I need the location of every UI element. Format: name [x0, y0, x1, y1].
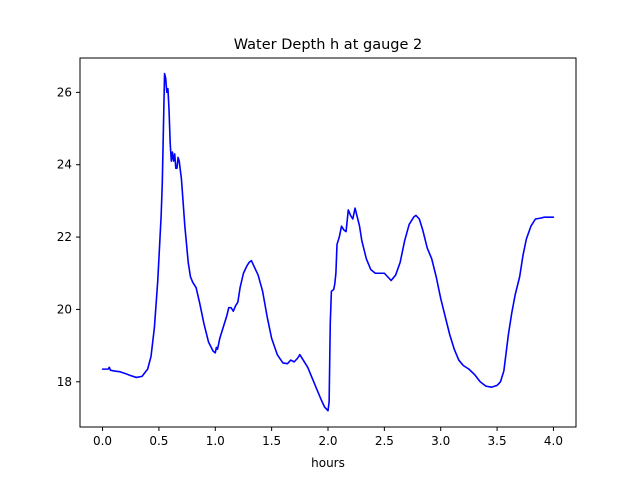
- plot-area: [101, 72, 555, 412]
- x-tick-label: 3.0: [431, 434, 450, 448]
- y-tick-label: 20: [57, 302, 72, 316]
- x-tick-label: 4.0: [544, 434, 563, 448]
- y-axis-ticks: 18 20 22 24 26: [57, 85, 80, 389]
- x-tick-label: 0.5: [149, 434, 168, 448]
- x-tick-label: 1.0: [206, 434, 225, 448]
- y-tick-label: 18: [57, 375, 72, 389]
- y-tick-label: 26: [57, 85, 72, 99]
- x-tick-label: 1.5: [262, 434, 281, 448]
- series-line-0: [101, 72, 555, 412]
- x-tick-label: 3.5: [488, 434, 507, 448]
- x-tick-label: 2.5: [375, 434, 394, 448]
- chart-title: Water Depth h at gauge 2: [234, 37, 422, 53]
- y-tick-label: 24: [57, 158, 72, 172]
- x-tick-label: 2.0: [318, 434, 337, 448]
- x-axis-ticks: 0.0 0.5 1.0 1.5 2.0 2.5 3.0 3.5 4.0: [93, 427, 563, 448]
- x-tick-label: 0.0: [93, 434, 112, 448]
- axes-frame: [79, 57, 577, 428]
- y-tick-label: 22: [57, 230, 72, 244]
- x-axis-label: hours: [311, 456, 345, 470]
